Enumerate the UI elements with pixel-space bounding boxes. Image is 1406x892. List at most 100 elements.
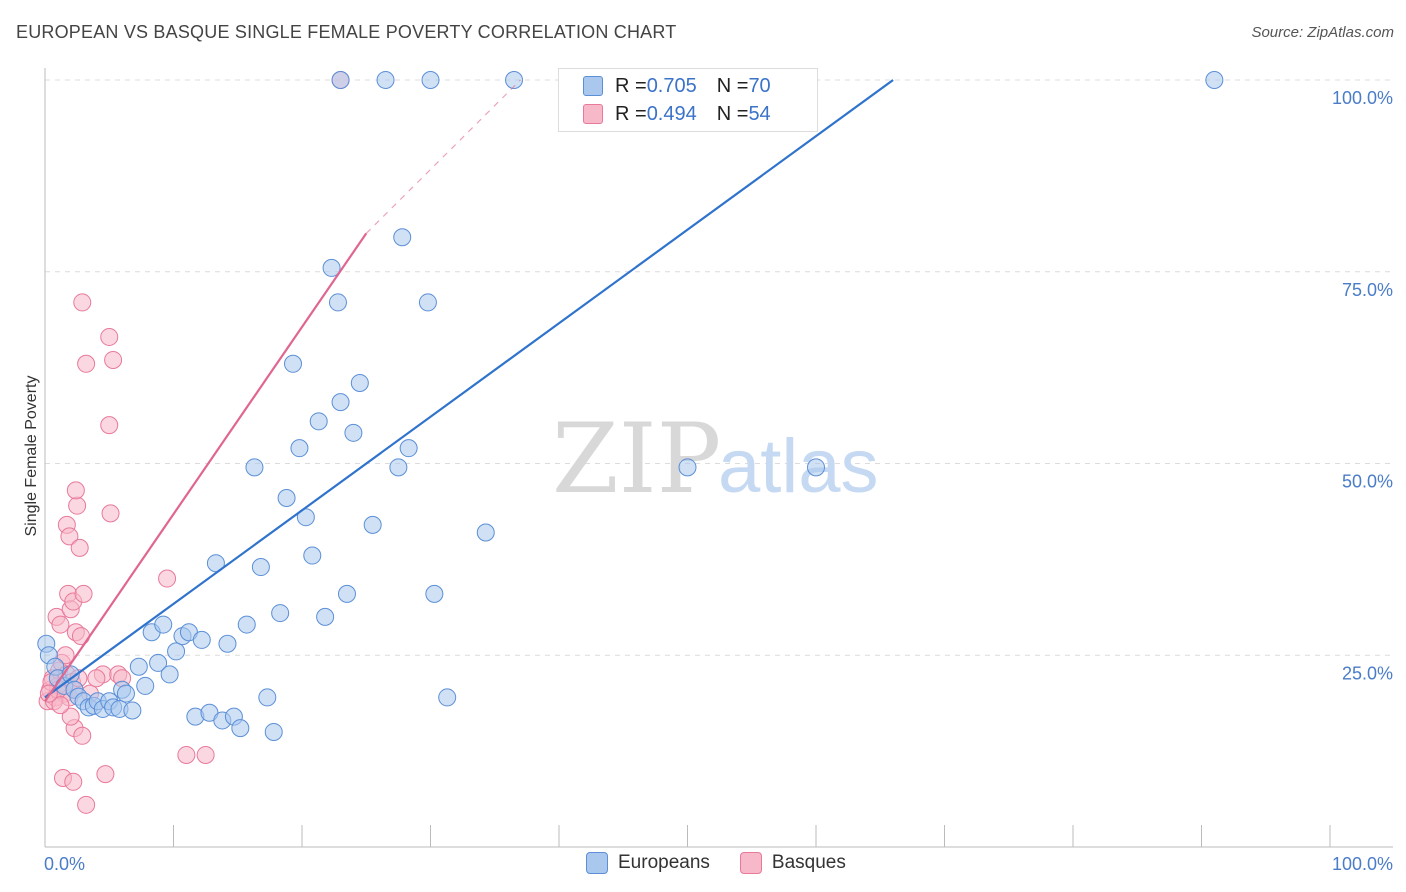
basques-point (64, 772, 83, 791)
r-value-europeans: 0.705 (646, 74, 697, 97)
europeans-point (154, 615, 173, 634)
n-value-europeans: 70 (748, 74, 771, 97)
europeans-point (116, 684, 135, 703)
europeans-point (418, 293, 437, 312)
y-tick-label: 50.0% (1342, 472, 1393, 492)
europeans-point (337, 584, 356, 603)
watermark-atlas: atlas (718, 424, 879, 509)
europeans-legend-swatch (586, 852, 608, 874)
gridlines (45, 79, 1393, 656)
europeans-point (328, 293, 347, 312)
europeans-point (316, 607, 335, 626)
europeans-point (331, 393, 350, 412)
legend-row-basques: R = 0.494 N = 54 (583, 101, 771, 127)
europeans-point (290, 439, 309, 458)
y-tick-label: 25.0% (1342, 663, 1393, 683)
basques-point (101, 504, 120, 523)
europeans-point (438, 688, 457, 707)
europeans-point (393, 228, 412, 247)
n-label: N = (716, 102, 749, 125)
basques-point (104, 350, 123, 369)
europeans-point (251, 558, 270, 577)
europeans-point (389, 458, 408, 477)
basques-point (60, 527, 79, 546)
europeans-point (264, 722, 283, 741)
legend-row-europeans: R = 0.705 N = 70 (583, 73, 771, 99)
europeans-point (1205, 71, 1224, 89)
basques-point (51, 615, 70, 634)
basques-trend-extension (365, 79, 521, 234)
basques-point (74, 584, 93, 603)
axes (44, 68, 1393, 848)
europeans-point (309, 412, 328, 431)
europeans-point (425, 584, 444, 603)
chart-title: EUROPEAN VS BASQUE SINGLE FEMALE POVERTY… (16, 22, 677, 42)
europeans-point (678, 458, 697, 477)
legend-item-basques[interactable]: Basques (739, 852, 846, 874)
r-label: R = (615, 102, 647, 125)
basques-point (158, 569, 177, 588)
europeans-point (350, 373, 369, 392)
europeans-point (303, 546, 322, 565)
basques-point (70, 538, 89, 557)
europeans-point (167, 642, 186, 661)
basques-point (77, 354, 96, 373)
europeans-swatch (583, 76, 603, 96)
europeans-point (136, 676, 155, 695)
europeans-point (258, 688, 277, 707)
basques-point (100, 327, 119, 346)
trend-lines (44, 79, 894, 702)
basques-point (66, 481, 85, 500)
europeans-trend-line (44, 79, 894, 699)
n-value-basques: 54 (748, 102, 771, 125)
europeans-points (37, 71, 1224, 741)
basques-point (87, 669, 106, 688)
x-tick-label: 0.0% (44, 854, 85, 874)
y-tick-label: 100.0% (1332, 88, 1393, 108)
r-label: R = (615, 74, 647, 97)
europeans-point (192, 630, 211, 649)
europeans-legend-label: Europeans (618, 852, 710, 873)
source-label: Source: ZipAtlas.com (1251, 24, 1394, 41)
europeans-point (376, 71, 395, 89)
europeans-point (218, 634, 237, 653)
europeans-point (245, 458, 264, 477)
stats-legend: R = 0.705 N = 70 R = 0.494 N = 54 (558, 68, 818, 132)
europeans-point (237, 615, 256, 634)
basques-point (68, 496, 87, 515)
basques-legend-swatch (739, 852, 762, 874)
europeans-point (344, 423, 363, 442)
series-legend: Europeans Basques (586, 852, 876, 874)
basques-point (100, 416, 119, 435)
europeans-point (277, 489, 296, 508)
europeans-point (363, 515, 382, 534)
y-tick-label: 75.0% (1342, 280, 1393, 300)
basques-point (177, 745, 196, 764)
europeans-point (331, 71, 350, 89)
europeans-point (129, 657, 148, 676)
basques-point (96, 765, 115, 784)
x-tick-label: 100.0% (1332, 854, 1393, 874)
basques-trend-line (44, 232, 368, 702)
basques-point (51, 696, 70, 715)
basques-point (77, 795, 96, 814)
n-label: N = (716, 74, 749, 97)
europeans-point (421, 71, 440, 89)
europeans-point (231, 719, 250, 738)
tick-labels: 25.0% 50.0% 75.0% 100.0% 0.0% 100.0% (44, 88, 1393, 874)
basques-point (73, 293, 92, 312)
europeans-point (271, 604, 290, 623)
basques-swatch (583, 104, 603, 124)
basques-legend-label: Basques (771, 852, 846, 873)
y-axis-label: Single Female Poverty (23, 376, 40, 537)
europeans-point (505, 71, 524, 89)
basques-point (73, 726, 92, 745)
basques-point (196, 745, 215, 764)
europeans-point (476, 523, 495, 542)
europeans-point (123, 701, 142, 720)
basques-point (61, 707, 80, 726)
europeans-point (160, 665, 179, 684)
legend-item-europeans[interactable]: Europeans (586, 852, 710, 874)
r-value-basques: 0.494 (646, 102, 697, 125)
